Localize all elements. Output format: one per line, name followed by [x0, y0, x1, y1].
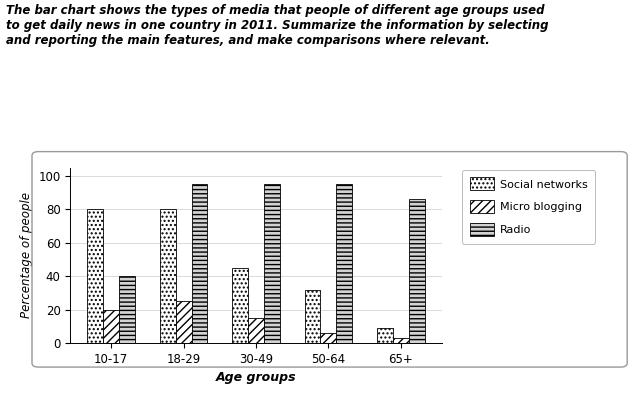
Bar — [305, 290, 321, 343]
Y-axis label: Percentage of people: Percentage of people — [20, 192, 33, 318]
Bar — [119, 276, 135, 343]
Bar — [337, 184, 352, 343]
Bar — [191, 184, 207, 343]
Bar — [409, 200, 425, 343]
Bar — [87, 209, 103, 343]
Bar — [264, 184, 280, 343]
Bar — [160, 209, 175, 343]
Bar — [377, 328, 393, 343]
Bar — [232, 268, 248, 343]
Bar — [248, 318, 264, 343]
Bar — [103, 310, 119, 343]
Bar — [321, 333, 337, 343]
Text: The bar chart shows the types of media that people of different age groups used
: The bar chart shows the types of media t… — [6, 4, 549, 47]
Bar — [175, 301, 191, 343]
Bar — [393, 338, 409, 343]
X-axis label: Age groups: Age groups — [216, 371, 296, 384]
Legend: Social networks, Micro blogging, Radio: Social networks, Micro blogging, Radio — [462, 170, 595, 244]
